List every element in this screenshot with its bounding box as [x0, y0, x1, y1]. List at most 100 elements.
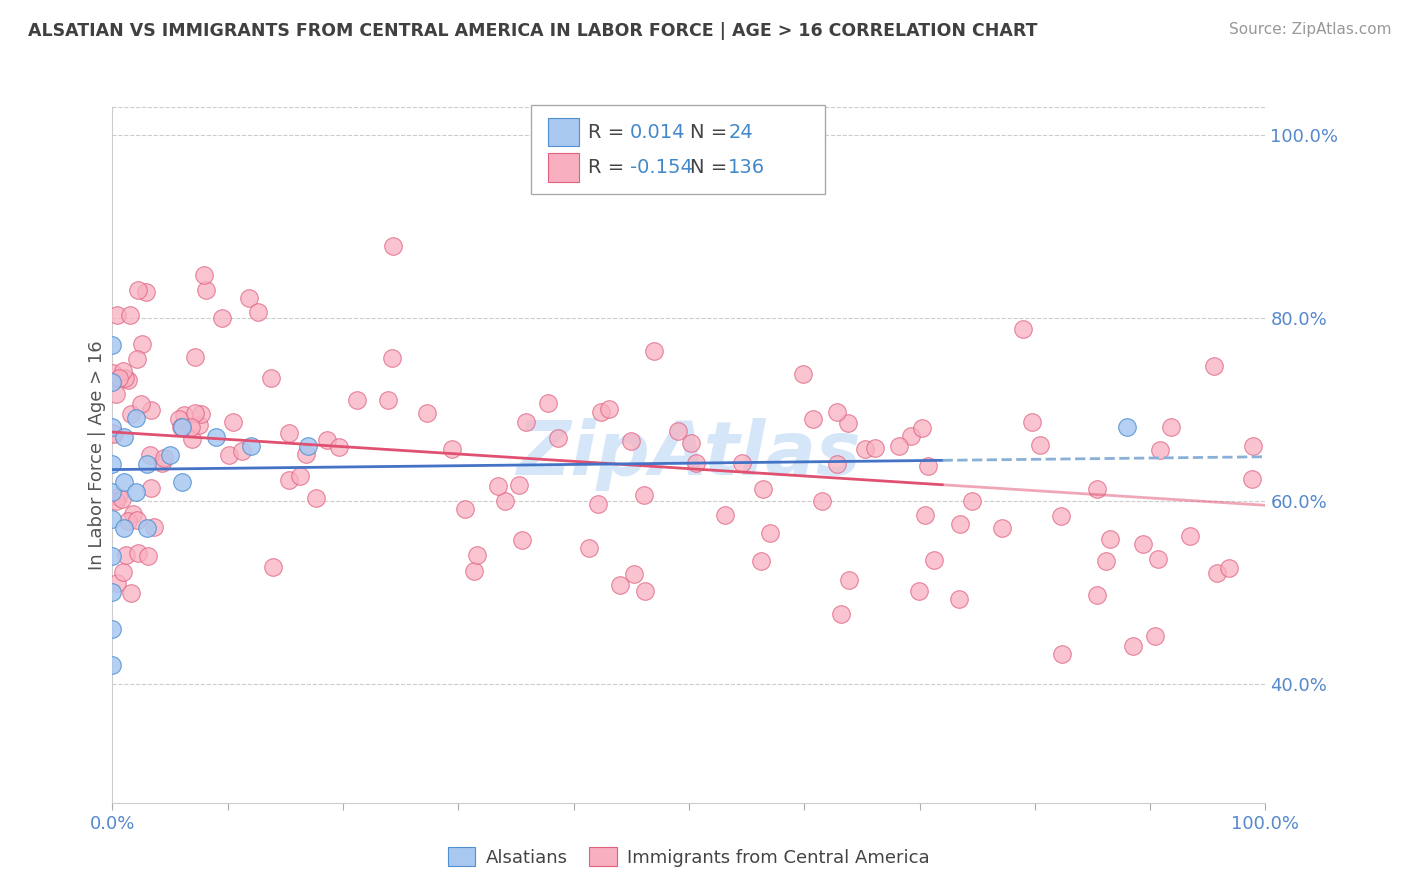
Point [117, 514, 139, 528]
Point [837, 416, 859, 430]
Point [609, 577, 631, 591]
Point [1147, 552, 1170, 566]
Point [112, 475, 135, 490]
Point [960, 494, 983, 508]
Point [381, 239, 404, 253]
Point [486, 479, 509, 493]
Point [170, 420, 193, 434]
Point [295, 447, 318, 461]
Legend: Alsatians, Immigrants from Central America: Alsatians, Immigrants from Central Ameri… [440, 840, 938, 874]
Point [515, 415, 537, 429]
Point [120, 407, 142, 421]
Point [131, 337, 153, 351]
Point [415, 406, 437, 420]
Point [124, 411, 146, 425]
Point [922, 553, 945, 567]
Point [759, 526, 782, 541]
Point [1143, 629, 1166, 643]
Text: ALSATIAN VS IMMIGRANTS FROM CENTRAL AMERICA IN LABOR FORCE | AGE > 16 CORRELATIO: ALSATIAN VS IMMIGRANTS FROM CENTRAL AMER… [28, 22, 1038, 40]
Point [1085, 482, 1108, 496]
Point [1240, 473, 1263, 487]
Point [465, 548, 488, 562]
Point [103, 426, 125, 441]
Point [193, 268, 215, 282]
Point [187, 417, 209, 432]
Point [830, 607, 852, 622]
Point [103, 427, 125, 442]
Point [537, 395, 560, 409]
Text: N =: N = [690, 122, 734, 142]
Point [1202, 359, 1225, 373]
Point [114, 549, 136, 563]
Point [1012, 322, 1035, 336]
Point [620, 434, 643, 449]
Point [914, 508, 936, 523]
Point [105, 308, 128, 322]
Point [346, 392, 368, 407]
Point [136, 549, 159, 563]
Point [173, 408, 195, 422]
Point [121, 508, 143, 522]
Point [547, 431, 569, 445]
Point [150, 456, 173, 470]
Point [184, 351, 207, 365]
Point [120, 308, 142, 322]
Point [101, 622, 124, 636]
Point [143, 519, 166, 533]
Point [278, 425, 301, 440]
Point [1021, 415, 1043, 429]
Point [792, 368, 814, 382]
Point [167, 412, 190, 426]
Point [239, 439, 262, 453]
Point [112, 429, 135, 443]
Point [184, 406, 207, 420]
Point [180, 419, 202, 434]
Point [328, 440, 350, 454]
Point [135, 285, 157, 300]
Point [908, 584, 931, 599]
Point [681, 435, 703, 450]
Point [949, 517, 972, 532]
Point [1095, 554, 1118, 568]
Point [685, 456, 707, 470]
Text: R =: R = [588, 122, 630, 142]
Point [589, 405, 612, 419]
Point [827, 457, 849, 471]
Point [853, 442, 876, 457]
Text: N =: N = [690, 158, 734, 178]
Point [713, 508, 735, 522]
Point [218, 448, 240, 462]
Point [288, 468, 311, 483]
Point [1122, 640, 1144, 654]
Point [1160, 420, 1182, 434]
Point [315, 433, 337, 447]
Point [863, 442, 886, 456]
Point [508, 478, 530, 492]
Point [112, 364, 135, 378]
Point [578, 541, 600, 556]
Point [634, 583, 657, 598]
Point [838, 574, 860, 588]
Point [190, 408, 212, 422]
Point [453, 502, 475, 516]
Text: R =: R = [588, 158, 630, 178]
Point [107, 490, 129, 504]
Point [749, 554, 772, 568]
Point [297, 439, 319, 453]
Point [231, 444, 253, 458]
Point [238, 291, 260, 305]
Point [211, 310, 233, 325]
Point [1132, 537, 1154, 551]
Point [127, 352, 149, 367]
Point [810, 494, 832, 508]
Point [633, 488, 655, 502]
Y-axis label: In Labor Force | Age > 16: In Labor Force | Age > 16 [87, 340, 105, 570]
Point [153, 451, 176, 466]
Point [108, 370, 131, 384]
Point [120, 586, 142, 600]
Point [1149, 442, 1171, 457]
Point [129, 397, 152, 411]
Point [510, 533, 533, 547]
Point [278, 473, 301, 487]
Point [305, 491, 328, 505]
